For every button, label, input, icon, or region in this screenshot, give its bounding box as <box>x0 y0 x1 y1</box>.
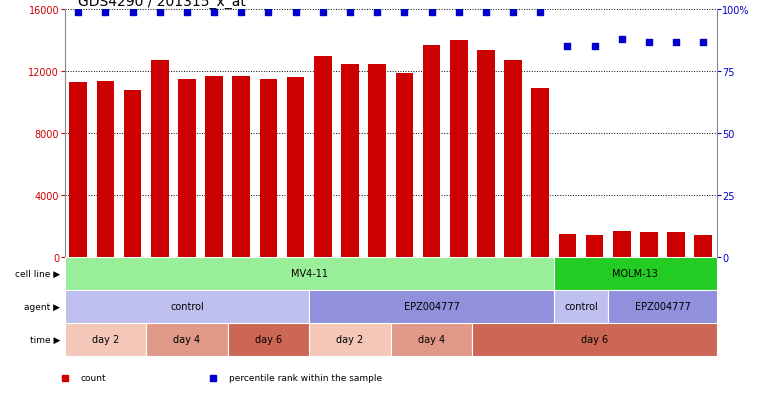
Text: cell line ▶: cell line ▶ <box>15 269 60 278</box>
Text: control: control <box>564 302 598 312</box>
Text: count: count <box>81 373 106 382</box>
Point <box>398 9 410 16</box>
Bar <box>450 41 467 257</box>
Text: percentile rank within the sample: percentile rank within the sample <box>229 373 382 382</box>
Bar <box>178 80 196 257</box>
Point <box>371 9 384 16</box>
Point <box>534 9 546 16</box>
Text: MV4-11: MV4-11 <box>291 269 328 279</box>
Point <box>670 39 682 46</box>
Bar <box>422 46 441 257</box>
Point <box>425 9 438 16</box>
Point <box>643 39 655 46</box>
Bar <box>65 257 554 290</box>
Bar <box>559 234 576 257</box>
Point <box>208 9 220 16</box>
Point <box>235 9 247 16</box>
Text: EPZ004777: EPZ004777 <box>635 302 690 312</box>
Point <box>72 9 84 16</box>
Bar <box>341 64 359 257</box>
Bar <box>314 57 332 257</box>
Bar <box>505 61 522 257</box>
Point <box>507 9 519 16</box>
Bar <box>586 236 603 257</box>
Bar <box>65 323 146 356</box>
Point <box>616 37 628 43</box>
Bar <box>613 231 631 257</box>
Text: agent ▶: agent ▶ <box>24 302 60 311</box>
Bar <box>473 323 717 356</box>
Text: day 2: day 2 <box>336 335 364 344</box>
Text: GDS4290 / 201315_x_at: GDS4290 / 201315_x_at <box>78 0 246 9</box>
Point <box>100 9 112 16</box>
Point <box>181 9 193 16</box>
Point <box>697 39 709 46</box>
Bar <box>309 323 390 356</box>
Text: day 2: day 2 <box>92 335 119 344</box>
Bar <box>667 233 685 257</box>
Bar <box>65 290 309 323</box>
Bar <box>69 83 87 257</box>
Bar <box>228 323 309 356</box>
Bar <box>695 236 712 257</box>
Point <box>588 44 600 51</box>
Bar <box>396 74 413 257</box>
Bar <box>287 78 304 257</box>
Bar <box>232 77 250 257</box>
Text: day 4: day 4 <box>174 335 201 344</box>
Point <box>263 9 275 16</box>
Text: EPZ004777: EPZ004777 <box>403 302 460 312</box>
Bar <box>151 61 169 257</box>
Point <box>317 9 329 16</box>
Text: time ▶: time ▶ <box>30 335 60 344</box>
Bar <box>554 290 608 323</box>
Text: control: control <box>170 302 204 312</box>
Point <box>453 9 465 16</box>
Bar <box>124 90 142 257</box>
Bar <box>205 77 223 257</box>
Bar <box>554 257 717 290</box>
Bar <box>608 290 717 323</box>
Text: day 4: day 4 <box>418 335 445 344</box>
Bar <box>368 64 386 257</box>
Bar <box>477 50 495 257</box>
Point <box>154 9 166 16</box>
Bar <box>146 323 228 356</box>
Bar <box>640 233 658 257</box>
Bar <box>390 323 473 356</box>
Bar <box>309 290 554 323</box>
Point <box>290 9 302 16</box>
Point <box>344 9 356 16</box>
Text: MOLM-13: MOLM-13 <box>613 269 658 279</box>
Point <box>126 9 139 16</box>
Point <box>479 9 492 16</box>
Bar <box>97 81 114 257</box>
Bar <box>531 89 549 257</box>
Bar <box>260 80 277 257</box>
Text: day 6: day 6 <box>255 335 282 344</box>
Text: day 6: day 6 <box>581 335 608 344</box>
Point <box>562 44 574 51</box>
